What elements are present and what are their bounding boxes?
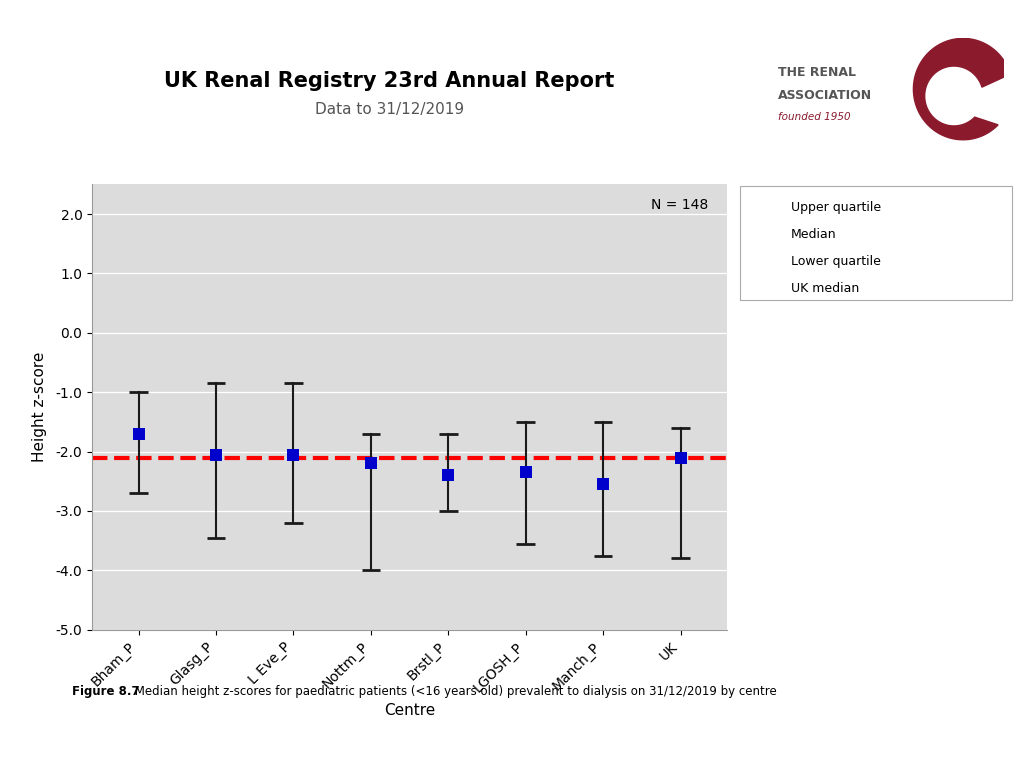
Point	[440, 469, 457, 482]
Text: ■: ■	[755, 223, 768, 237]
Point	[208, 449, 224, 461]
Text: ─: ─	[753, 194, 763, 213]
Text: UK Renal Registry 23rd Annual Report: UK Renal Registry 23rd Annual Report	[164, 71, 614, 91]
Text: Figure 8.7: Figure 8.7	[72, 685, 139, 697]
Text: ASSOCIATION: ASSOCIATION	[778, 89, 872, 102]
Text: Lower quartile: Lower quartile	[794, 251, 884, 263]
Text: ─: ─	[753, 248, 763, 266]
Text: Data to 31/12/2019: Data to 31/12/2019	[314, 102, 464, 118]
Text: Upper quartile: Upper quartile	[791, 201, 881, 214]
Point	[286, 449, 302, 461]
Text: THE RENAL: THE RENAL	[778, 66, 856, 79]
Text: N = 148: N = 148	[650, 197, 708, 212]
Point	[362, 457, 379, 469]
Text: Lower quartile: Lower quartile	[791, 255, 881, 267]
Text: - - -: - - -	[753, 277, 779, 291]
Point	[517, 466, 534, 478]
Point	[758, 227, 774, 239]
Text: UK median: UK median	[794, 278, 862, 290]
Text: UK median: UK median	[791, 282, 859, 294]
Polygon shape	[913, 38, 1011, 140]
Text: Median: Median	[791, 228, 837, 240]
Text: Upper quartile: Upper quartile	[794, 197, 884, 210]
Point	[130, 428, 146, 440]
Text: Median height z-scores for paediatric patients (<16 years old) prevalent to dial: Median height z-scores for paediatric pa…	[131, 685, 777, 697]
X-axis label: Centre: Centre	[384, 703, 435, 718]
Point	[595, 478, 611, 491]
Text: Median: Median	[794, 224, 840, 237]
Text: founded 1950: founded 1950	[778, 112, 851, 122]
Point	[673, 452, 689, 464]
Y-axis label: Height z-score: Height z-score	[32, 352, 47, 462]
